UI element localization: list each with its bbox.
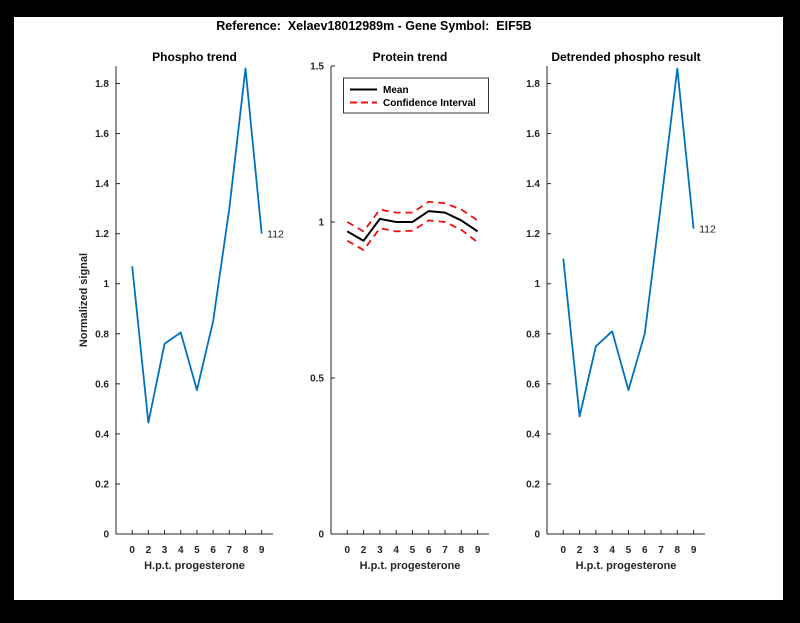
- x-tick-label: 3: [377, 545, 383, 556]
- y-tick-label: 1.4: [526, 179, 540, 190]
- y-tick-label: 1.8: [526, 79, 540, 90]
- subplot-3: 00.20.40.60.811.21.41.61.80 2 3 4 5 6 7 8 9Detre…: [526, 50, 716, 572]
- x-tick-label: 4: [393, 545, 399, 556]
- x-tick-label: 8: [243, 545, 249, 556]
- y-tick-label: 0.4: [526, 429, 540, 440]
- y-tick-label: 1.6: [95, 129, 109, 140]
- subplot-1: 00.20.40.60.811.21.41.61.80 2 3 4 5 6 7 8 9Phosp…: [78, 50, 284, 572]
- x-tick-label: 5: [410, 545, 416, 556]
- endpoint-label: 112: [699, 224, 716, 236]
- endpoint-label: 112: [267, 229, 284, 241]
- x-tick-label: 8: [459, 545, 465, 556]
- y-tick-label: 1.2: [95, 229, 109, 240]
- x-axis-title: H.p.t. progesterone: [360, 560, 461, 572]
- y-tick-label: 0.6: [526, 379, 540, 390]
- series-mean: [346, 210, 479, 242]
- x-tick-label: 2: [577, 545, 583, 556]
- y-tick-label: 0.8: [526, 329, 540, 340]
- y-tick-label: 0: [534, 530, 540, 541]
- x-tick-label: 4: [178, 545, 184, 556]
- x-tick-label: 7: [227, 545, 233, 556]
- y-tick-label: 1.6: [526, 129, 540, 140]
- x-tick-label: 6: [642, 545, 648, 556]
- y-tick-label: 0.2: [95, 479, 109, 490]
- y-tick-label: 1.4: [95, 179, 109, 190]
- y-tick-label: 0.8: [95, 329, 109, 340]
- x-axis-title: H.p.t. progesterone: [144, 560, 245, 572]
- y-tick-label: 0: [103, 530, 109, 541]
- x-tick-label: 5: [194, 545, 200, 556]
- x-tick-label: 7: [658, 545, 664, 556]
- x-tick-label: 0: [129, 545, 135, 556]
- x-tick-label: 2: [146, 545, 152, 556]
- x-tick-label: 9: [475, 545, 481, 556]
- y-tick-label: 0.6: [95, 379, 109, 390]
- x-tick-label: 7: [442, 545, 448, 556]
- x-tick-label: 6: [426, 545, 432, 556]
- series-ci-lower: [346, 219, 479, 251]
- legend-label: Mean: [383, 85, 409, 96]
- x-tick-label: 5: [626, 545, 632, 556]
- charts-group: 00.20.40.60.811.21.41.61.80 2 3 4 5 6 7 8 9Phosp…: [78, 50, 716, 572]
- x-tick-label: 0: [345, 545, 351, 556]
- y-tick-label: 1: [534, 279, 540, 290]
- subplot-title: Protein trend: [373, 50, 448, 64]
- subplot-title: Detrended phospho result: [551, 50, 700, 64]
- legend-box: [343, 77, 489, 114]
- y-tick-label: 1: [318, 218, 324, 229]
- x-axis-title: H.p.t. progesterone: [576, 560, 677, 572]
- figure-title: Reference: Xelaev18012989m - Gene Symbol…: [216, 19, 531, 33]
- y-tick-label: 1.2: [526, 229, 540, 240]
- legend-label: Confidence Interval: [383, 98, 476, 109]
- series-ci-upper: [346, 200, 479, 233]
- y-tick-label: 1: [103, 279, 109, 290]
- y-tick-label: 1.8: [95, 79, 109, 90]
- subplot-title: Phospho trend: [152, 50, 237, 64]
- x-tick-label: 9: [259, 545, 265, 556]
- y-axis-title: Normalized signal: [78, 253, 90, 347]
- y-tick-label: 0: [318, 530, 324, 541]
- series-phospho-signal: [131, 67, 263, 424]
- y-tick-label: 0.4: [95, 429, 109, 440]
- x-tick-label: 8: [675, 545, 681, 556]
- series-detrended-signal: [562, 67, 695, 418]
- y-tick-label: 0.5: [310, 374, 324, 385]
- x-tick-label: 3: [162, 545, 168, 556]
- x-tick-label: 6: [210, 545, 216, 556]
- x-tick-label: 0: [561, 545, 567, 556]
- x-tick-label: 4: [609, 545, 615, 556]
- x-tick-label: 2: [361, 545, 367, 556]
- x-tick-label: 9: [691, 545, 697, 556]
- figure-canvas: [14, 17, 783, 600]
- y-tick-label: 0.2: [526, 479, 540, 490]
- x-tick-label: 3: [593, 545, 599, 556]
- y-tick-label: 1.5: [310, 62, 324, 73]
